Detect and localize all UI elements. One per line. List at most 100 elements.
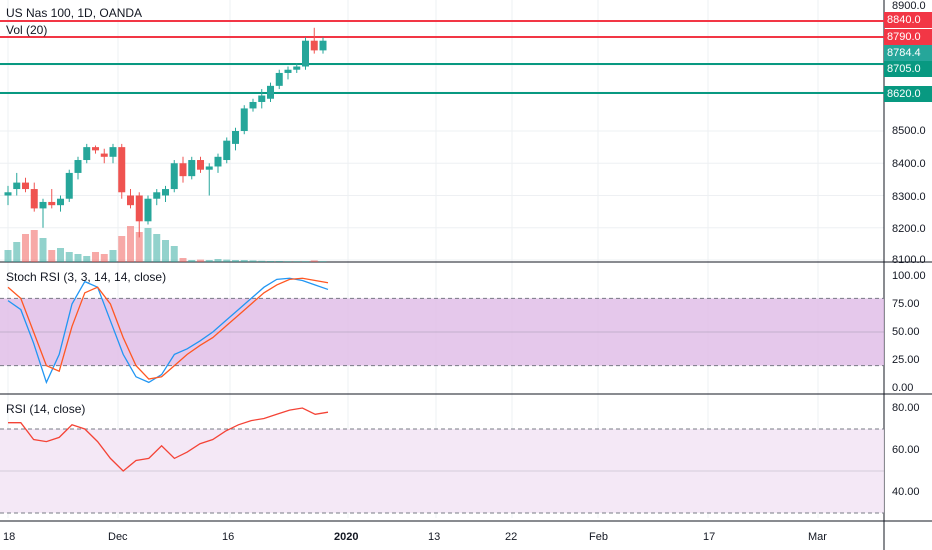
candle-body	[57, 198, 64, 206]
volume-bar	[214, 259, 222, 262]
candle-body	[162, 189, 169, 196]
candle-body	[109, 147, 117, 157]
volume-bar	[48, 250, 56, 262]
price-tick: 8300.0	[892, 191, 926, 203]
time-label: 18	[3, 531, 16, 543]
candle-body	[179, 163, 187, 177]
stoch-d-line	[7, 277, 329, 380]
price-tick: 8900.0	[892, 0, 926, 12]
rsi-tick: 60.00	[892, 444, 920, 456]
price-badge-last: 8784.4	[884, 45, 932, 61]
volume-label: Vol (20)	[6, 23, 48, 37]
volume-bar	[74, 254, 82, 262]
stoch-tick: 75.00	[892, 298, 920, 310]
time-label: 17	[703, 531, 716, 543]
candle-body	[144, 198, 152, 222]
candle-body	[205, 166, 213, 170]
price-tick: 8200.0	[892, 223, 926, 235]
volume-bar	[127, 226, 134, 262]
volume-bar	[310, 260, 318, 262]
volume-bar	[223, 259, 231, 262]
price-badge-support-2: 8620.0	[884, 86, 932, 102]
candle-body	[74, 160, 82, 173]
candle-body	[39, 201, 47, 209]
candle-body	[170, 163, 178, 190]
volume-bar	[197, 259, 204, 262]
volume-bar	[144, 228, 152, 262]
volume-bar	[135, 232, 143, 262]
volume-bar	[232, 260, 239, 262]
symbol-title: US Nas 100, 1D, OANDA	[6, 6, 143, 20]
price-badge-support-1: 8705.0	[884, 61, 932, 77]
volume-bar	[153, 234, 161, 262]
volume-bar	[302, 261, 309, 262]
volume-bar	[258, 260, 266, 262]
stoch-band	[0, 298, 884, 366]
candle-body	[310, 40, 318, 51]
stoch-tick: 50.00	[892, 326, 920, 338]
volume-bar	[109, 250, 117, 262]
candle-body	[83, 147, 91, 161]
price-tick: 8500.0	[892, 125, 926, 137]
volume-bar	[240, 260, 248, 262]
volume-bar	[83, 256, 91, 262]
stoch-tick: 100.00	[892, 270, 926, 282]
volume-bar	[275, 261, 283, 262]
candle-body	[284, 69, 292, 73]
candle-body	[214, 156, 222, 167]
volume-bar	[249, 260, 257, 262]
time-label: 13	[428, 531, 441, 543]
volume-bar	[284, 261, 292, 262]
candle-body	[267, 85, 274, 99]
candle-body	[319, 40, 327, 51]
volume-bar	[319, 261, 327, 262]
candle-body	[249, 101, 257, 109]
price-badge-resistance-1: 8840.0	[884, 12, 932, 28]
stoch-k-line	[7, 277, 329, 385]
time-label: 2020	[334, 531, 359, 543]
candle-body	[135, 195, 143, 222]
volume-bar	[267, 261, 274, 262]
volume-bar	[57, 248, 64, 262]
candle-body	[118, 147, 126, 193]
candle-body	[232, 131, 239, 144]
candle-body	[258, 95, 266, 102]
candle-body	[30, 189, 38, 209]
volume-bar	[39, 238, 47, 262]
volume-bar	[13, 242, 21, 262]
volume-bar	[179, 258, 187, 262]
stoch-tick: 25.00	[892, 354, 920, 366]
price-badge-resistance-2: 8790.0	[884, 29, 932, 45]
rsi-tick: 80.00	[892, 402, 920, 414]
volume-bar	[22, 234, 29, 262]
volume-bar	[293, 261, 301, 262]
candle-body	[100, 153, 108, 157]
volume-bar	[100, 254, 108, 262]
candle-body	[65, 172, 73, 199]
candle-body	[240, 108, 248, 131]
volume-bar	[118, 236, 126, 262]
stoch-tick: 0.00	[892, 382, 914, 394]
volume-bar	[4, 250, 12, 262]
rsi-tick: 40.00	[892, 486, 920, 498]
candle-body	[127, 195, 134, 206]
candle-body	[188, 160, 196, 177]
volume-bar	[162, 240, 169, 262]
time-label: Feb	[589, 531, 608, 543]
candle-body	[275, 72, 283, 86]
candle-body	[197, 160, 204, 170]
candle-body	[223, 140, 231, 161]
rsi-band	[0, 429, 884, 513]
time-label: Mar	[808, 531, 827, 543]
time-label: Dec	[108, 531, 128, 543]
volume-bar	[205, 260, 213, 262]
candle-body	[13, 182, 21, 190]
volume-bar	[170, 246, 178, 262]
price-tick: 8100.0	[892, 254, 926, 266]
candle-body	[293, 66, 301, 70]
rsi-line	[8, 407, 329, 472]
candle-body	[4, 192, 12, 196]
volume-bar	[65, 252, 73, 262]
stoch-rsi-title: Stoch RSI (3, 3, 14, 14, close)	[6, 270, 167, 284]
